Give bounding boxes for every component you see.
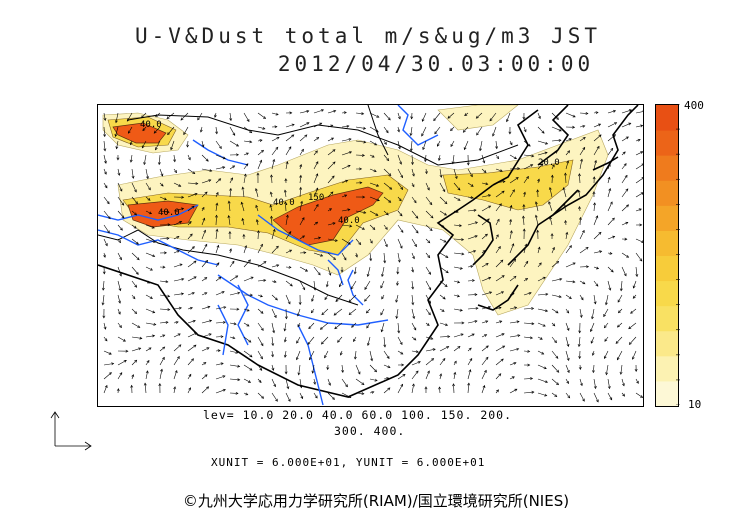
colorbar-swatch [656, 230, 678, 256]
colorbar [655, 104, 679, 407]
colorbar-ticks [676, 103, 688, 406]
colorbar-swatch [656, 280, 678, 307]
colorbar-swatch [656, 155, 678, 181]
contour-label: 150 [308, 193, 324, 203]
colorbar-swatch [656, 255, 678, 282]
title-line-1: U-V&Dust total m/s&ug/m3 JST [134, 24, 601, 48]
colorbar-swatch [656, 130, 678, 156]
colorbar-min-label: 10 [688, 398, 702, 411]
contour-label: 40.0 [338, 216, 360, 226]
dust-map: 40.0 150 40.0 40.0 40.0 20.0 [97, 104, 644, 407]
unit-scale-text: XUNIT = 6.000E+01, YUNIT = 6.000E+01 [211, 456, 486, 469]
title-line-2: 2012/04/30.03:00:00 [277, 52, 595, 76]
levels-line-2: 300. 400. [334, 424, 406, 438]
vector-reference-icon [50, 411, 92, 451]
colorbar-swatch [656, 380, 678, 407]
contour-label: 40.0 [158, 208, 180, 218]
contour-label: 40.0 [273, 198, 295, 208]
contour-label: 20.0 [538, 158, 560, 168]
map-canvas: 40.0 150 40.0 40.0 40.0 20.0 [98, 105, 643, 406]
colorbar-swatch [656, 205, 678, 231]
levels-line-1: lev= 10.0 20.0 40.0 60.0 100. 150. 200. [203, 408, 513, 422]
rivers [98, 105, 439, 406]
contour-labels: 40.0 150 40.0 40.0 40.0 20.0 [140, 120, 560, 226]
colorbar-gradient [656, 105, 678, 407]
colorbar-swatch [656, 105, 678, 131]
copyright-text: ©九州大学応用力学研究所(RIAM)/国立環境研究所(NIES) [182, 492, 570, 510]
colorbar-swatch [656, 180, 678, 206]
colorbar-max-label: 400 [684, 99, 704, 112]
colorbar-swatch [656, 305, 678, 332]
wind-vectors [101, 109, 643, 403]
contour-label: 40.0 [140, 120, 162, 130]
colorbar-swatch [656, 330, 678, 357]
colorbar-swatch [656, 355, 678, 382]
